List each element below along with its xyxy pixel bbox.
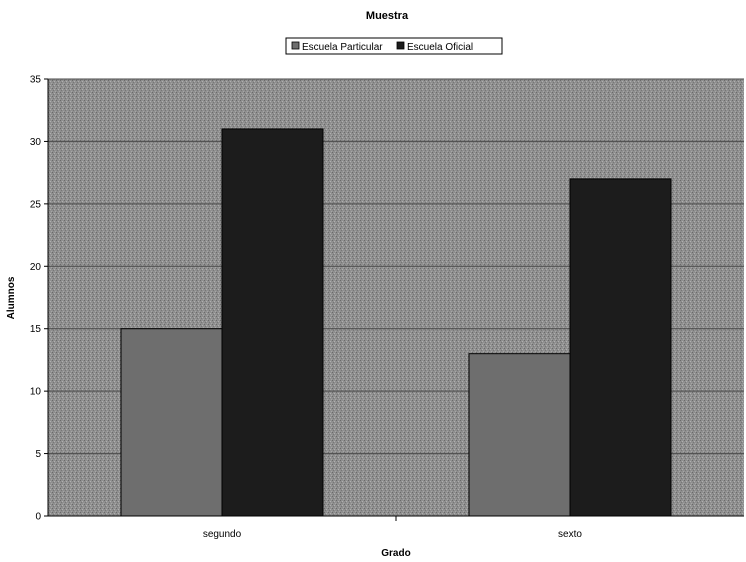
chart-title: Muestra	[366, 10, 409, 22]
legend-label-particular: Escuela Particular	[302, 42, 383, 53]
legend-swatch-oficial	[396, 41, 405, 50]
bar-escuela-oficial-segundo	[221, 128, 324, 517]
y-tick-label: 30	[30, 137, 42, 148]
y-axis-ticks: 0 5 10 15 20 25 30 35	[30, 75, 48, 523]
x-tick-label: sexto	[558, 529, 582, 540]
legend-label-oficial: Escuela Oficial	[407, 42, 473, 53]
y-tick-label: 5	[35, 449, 41, 460]
bar-escuela-oficial-sexto	[569, 178, 672, 517]
x-axis-ticks: segundo sexto	[203, 516, 582, 540]
bars	[120, 128, 672, 517]
x-axis-title: Grado	[381, 548, 410, 559]
legend-box	[285, 37, 503, 55]
y-tick-label: 35	[30, 75, 42, 86]
y-tick-label: 20	[30, 262, 42, 273]
y-tick-label: 15	[30, 324, 42, 335]
y-axis-title: Alumnos	[6, 276, 17, 319]
legend: Escuela Particular Escuela Oficial	[285, 37, 503, 55]
bar-escuela-particular-sexto	[468, 353, 571, 517]
y-tick-label: 0	[35, 512, 41, 523]
x-tick-label: segundo	[203, 529, 242, 540]
y-tick-label: 10	[30, 387, 42, 398]
bar-escuela-particular-segundo	[120, 328, 223, 517]
y-tick-label: 25	[30, 199, 42, 210]
legend-swatch-particular	[291, 41, 300, 50]
